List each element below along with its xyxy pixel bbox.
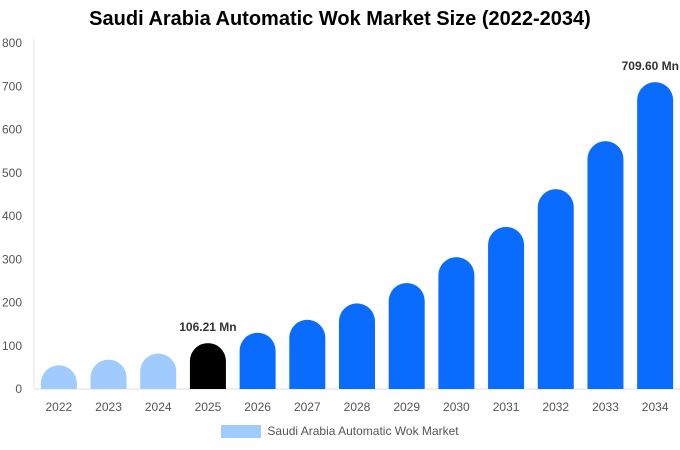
x-tick-label: 2028 [344,400,371,414]
bar [140,353,177,389]
y-tick-label: 300 [2,252,22,266]
bar [488,226,525,389]
x-tick-label: 2027 [294,400,321,414]
y-tick-label: 500 [2,166,22,180]
x-tick-label: 2025 [195,400,222,414]
bar [537,189,574,389]
y-tick-label: 800 [2,36,22,50]
bar [289,319,326,389]
data-label: 106.21 Mn [179,320,236,334]
chart-title: Saudi Arabia Automatic Wok Market Size (… [89,8,591,30]
bar [587,141,624,389]
bar [189,343,226,389]
data-label: 709.60 Mn [622,59,679,73]
x-tick-label: 2023 [95,400,122,414]
bar [388,283,425,389]
x-tick-label: 2034 [642,400,669,414]
legend: Saudi Arabia Automatic Wok Market [0,424,680,438]
legend-label: Saudi Arabia Automatic Wok Market [267,424,459,438]
bar [90,359,127,389]
x-tick-label: 2024 [145,400,172,414]
y-tick-label: 700 [2,79,22,93]
x-tick-label: 2030 [443,400,470,414]
bar [438,257,475,389]
x-tick-label: 2022 [45,400,72,414]
y-tick-label: 400 [2,209,22,223]
x-tick-label: 2031 [493,400,520,414]
y-tick-label: 0 [15,382,22,396]
x-tick-label: 2029 [393,400,420,414]
legend-swatch [221,424,262,438]
bar [637,82,674,390]
bar [40,365,77,389]
x-tick-label: 2026 [244,400,271,414]
y-tick-label: 600 [2,123,22,137]
bar [339,303,375,389]
x-tick-label: 2033 [592,400,619,414]
x-tick-label: 2032 [542,400,569,414]
y-tick-label: 200 [2,296,22,310]
bar [239,332,276,389]
y-tick-label: 100 [2,339,22,353]
